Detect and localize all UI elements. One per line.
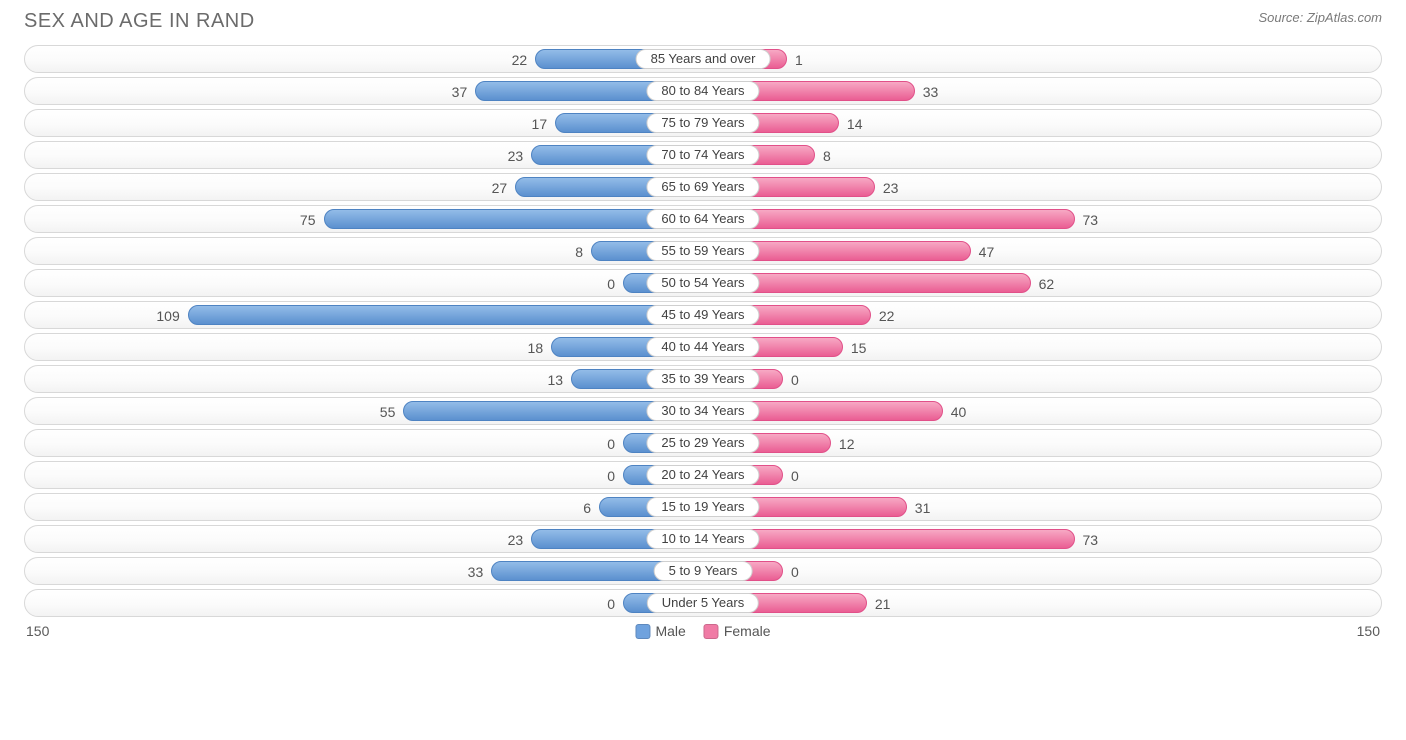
category-label: 25 to 29 Years	[646, 433, 759, 453]
category-label: 10 to 14 Years	[646, 529, 759, 549]
axis-max-left: 150	[26, 623, 49, 639]
value-label-female: 21	[875, 590, 891, 618]
chart-row: 60 to 64 Years 75 73	[24, 205, 1382, 233]
category-label: 80 to 84 Years	[646, 81, 759, 101]
value-label-female: 33	[923, 78, 939, 106]
value-label-male: 37	[452, 78, 468, 106]
value-label-female: 62	[1039, 270, 1055, 298]
chart-row: 30 to 34 Years 55 40	[24, 397, 1382, 425]
value-label-male: 0	[607, 270, 615, 298]
category-label: 65 to 69 Years	[646, 177, 759, 197]
chart-footer: 150 Male Female 150	[24, 623, 1382, 645]
chart-row: 55 to 59 Years 8 47	[24, 237, 1382, 265]
category-label: 55 to 59 Years	[646, 241, 759, 261]
chart-row: 35 to 39 Years 13 0	[24, 365, 1382, 393]
chart-row: 70 to 74 Years 23 8	[24, 141, 1382, 169]
chart-body: 85 Years and over 22 1 80 to 84 Years 37 33 75…	[0, 37, 1406, 645]
chart-row: 5 to 9 Years 33 0	[24, 557, 1382, 585]
category-label: 5 to 9 Years	[654, 561, 753, 581]
value-label-female: 0	[791, 558, 799, 586]
legend-swatch	[635, 624, 650, 639]
value-label-male: 23	[508, 142, 524, 170]
chart-header: SEX AND AGE IN RAND Source: ZipAtlas.com	[0, 0, 1406, 37]
value-label-male: 13	[548, 366, 564, 394]
value-label-female: 14	[847, 110, 863, 138]
value-label-female: 73	[1083, 206, 1099, 234]
chart-row: 80 to 84 Years 37 33	[24, 77, 1382, 105]
category-label: 85 Years and over	[636, 49, 771, 69]
category-label: 30 to 34 Years	[646, 401, 759, 421]
chart-row: 65 to 69 Years 27 23	[24, 173, 1382, 201]
category-label: Under 5 Years	[647, 593, 759, 613]
value-label-female: 47	[979, 238, 995, 266]
value-label-male: 0	[607, 462, 615, 490]
legend-label: Female	[724, 623, 771, 639]
chart-row: 50 to 54 Years 0 62	[24, 269, 1382, 297]
category-label: 70 to 74 Years	[646, 145, 759, 165]
category-label: 45 to 49 Years	[646, 305, 759, 325]
category-label: 40 to 44 Years	[646, 337, 759, 357]
chart-row: 10 to 14 Years 23 73	[24, 525, 1382, 553]
chart-row: 20 to 24 Years 0 0	[24, 461, 1382, 489]
value-label-female: 1	[795, 46, 803, 74]
category-label: 15 to 19 Years	[646, 497, 759, 517]
chart-row: Under 5 Years 0 21	[24, 589, 1382, 617]
chart-row: 85 Years and over 22 1	[24, 45, 1382, 73]
legend-item: Male	[635, 623, 685, 639]
chart-row: 15 to 19 Years 6 31	[24, 493, 1382, 521]
value-label-male: 17	[532, 110, 548, 138]
value-label-female: 15	[851, 334, 867, 362]
chart-title: SEX AND AGE IN RAND	[24, 10, 255, 33]
category-label: 75 to 79 Years	[646, 113, 759, 133]
chart-legend: Male Female	[635, 623, 770, 639]
value-label-male: 22	[512, 46, 528, 74]
value-label-male: 23	[508, 526, 524, 554]
value-label-female: 31	[915, 494, 931, 522]
bar-male	[188, 305, 703, 325]
legend-item: Female	[704, 623, 771, 639]
value-label-female: 8	[823, 142, 831, 170]
value-label-male: 75	[300, 206, 316, 234]
value-label-male: 55	[380, 398, 396, 426]
axis-max-right: 150	[1357, 623, 1380, 639]
value-label-male: 109	[156, 302, 179, 330]
value-label-female: 0	[791, 462, 799, 490]
category-label: 35 to 39 Years	[646, 369, 759, 389]
chart-row: 40 to 44 Years 18 15	[24, 333, 1382, 361]
value-label-male: 27	[492, 174, 508, 202]
value-label-female: 22	[879, 302, 895, 330]
value-label-male: 33	[468, 558, 484, 586]
value-label-male: 0	[607, 430, 615, 458]
value-label-female: 73	[1083, 526, 1099, 554]
category-label: 20 to 24 Years	[646, 465, 759, 485]
value-label-female: 40	[951, 398, 967, 426]
value-label-female: 0	[791, 366, 799, 394]
value-label-female: 12	[839, 430, 855, 458]
category-label: 60 to 64 Years	[646, 209, 759, 229]
chart-row: 25 to 29 Years 0 12	[24, 429, 1382, 457]
chart-source: Source: ZipAtlas.com	[1258, 10, 1382, 25]
value-label-male: 6	[583, 494, 591, 522]
value-label-male: 8	[575, 238, 583, 266]
chart-row: 75 to 79 Years 17 14	[24, 109, 1382, 137]
legend-swatch	[704, 624, 719, 639]
value-label-male: 18	[528, 334, 544, 362]
chart-rows: 85 Years and over 22 1 80 to 84 Years 37 33 75…	[24, 45, 1382, 617]
category-label: 50 to 54 Years	[646, 273, 759, 293]
legend-label: Male	[655, 623, 685, 639]
value-label-male: 0	[607, 590, 615, 618]
chart-row: 45 to 49 Years 109 22	[24, 301, 1382, 329]
value-label-female: 23	[883, 174, 899, 202]
